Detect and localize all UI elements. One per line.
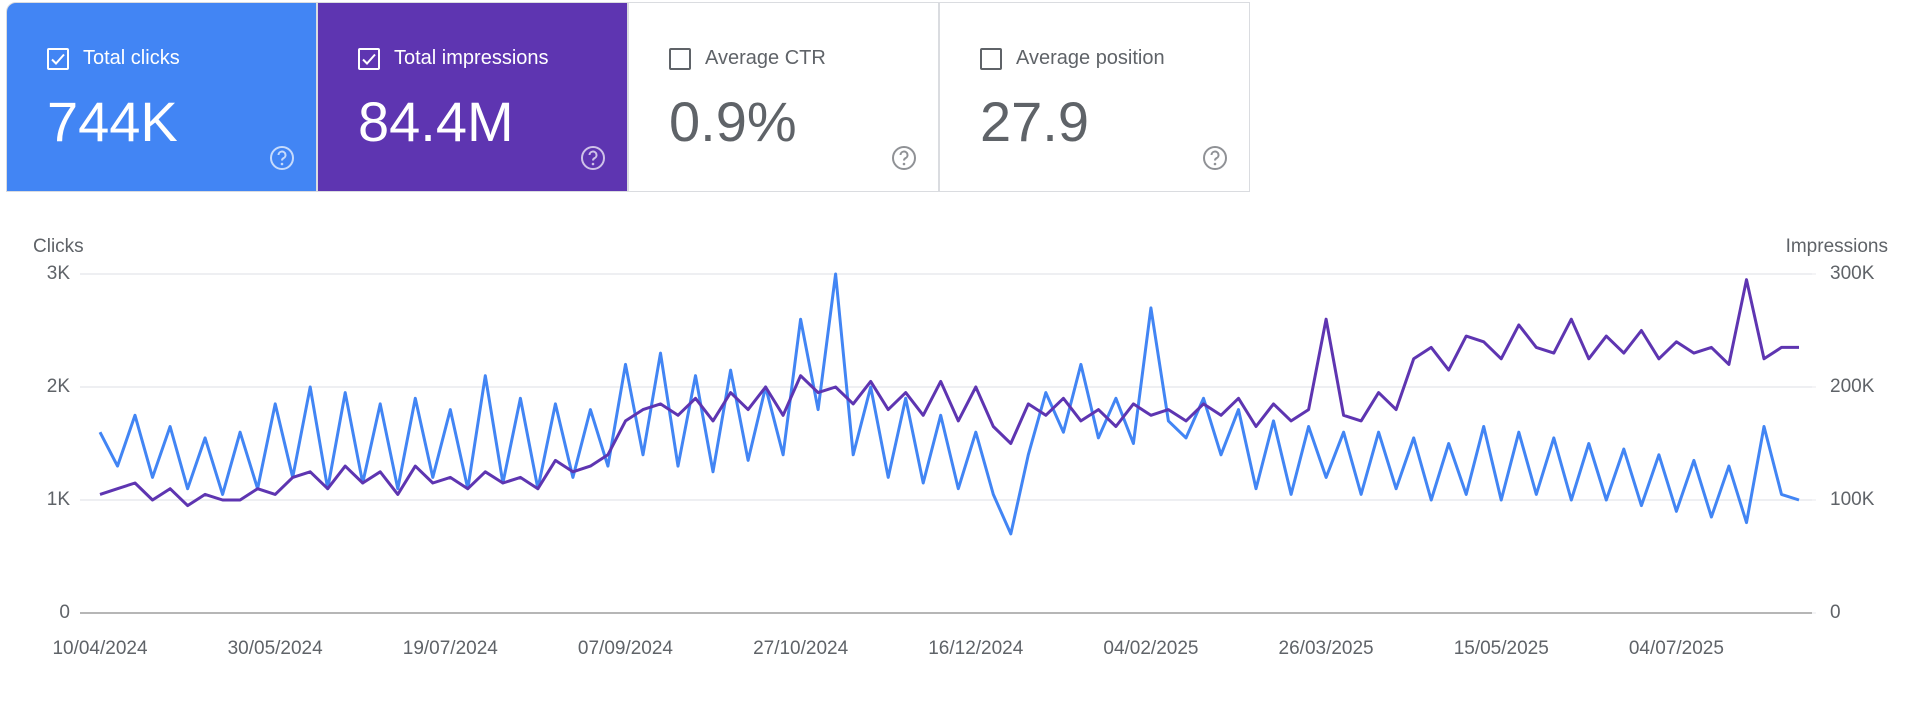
y-axis-label: Clicks: [33, 236, 84, 257]
help-glyph: [892, 146, 916, 170]
help-glyph: [270, 146, 294, 170]
checkbox[interactable]: [669, 48, 691, 70]
metric-card[interactable]: Total clicks 744K: [6, 2, 317, 192]
help-icon[interactable]: [1202, 145, 1228, 176]
checkbox[interactable]: [47, 48, 69, 70]
x-tick-label: 07/09/2024: [578, 638, 674, 659]
x-tick-label: 15/05/2025: [1454, 638, 1549, 659]
metric-label: Total impressions: [394, 47, 549, 69]
help-icon[interactable]: [891, 145, 917, 176]
metric-card[interactable]: Average position 27.9: [939, 2, 1250, 192]
x-tick-label: 04/02/2025: [1103, 638, 1198, 659]
help-icon[interactable]: [269, 145, 295, 176]
y2-axis-label: Impressions: [1786, 236, 1888, 257]
help-glyph: [1203, 146, 1227, 170]
x-tick-label: 27/10/2024: [753, 638, 849, 659]
help-glyph: [581, 146, 605, 170]
x-tick-label: 04/07/2025: [1629, 638, 1724, 659]
x-tick-label: 30/05/2024: [228, 638, 324, 659]
x-tick-label: 10/04/2024: [52, 638, 148, 659]
y-tick-label: 2K: [47, 376, 71, 397]
y2-tick-label: 300K: [1830, 263, 1875, 284]
series-line: [99, 278, 1799, 508]
metric-value: 84.4M: [358, 90, 514, 153]
y-tick-label: 1K: [47, 489, 71, 510]
checkbox[interactable]: [980, 48, 1002, 70]
metric-label: Average CTR: [705, 47, 826, 69]
help-icon[interactable]: [580, 145, 606, 176]
metric-value: 27.9: [980, 90, 1089, 153]
x-tick-label: 19/07/2024: [403, 638, 499, 659]
y-tick-label: 3K: [47, 263, 71, 284]
checkbox[interactable]: [358, 48, 380, 70]
metric-card[interactable]: Average CTR 0.9%: [628, 2, 939, 192]
metric-label: Average position: [1016, 47, 1165, 69]
metric-value: 0.9%: [669, 90, 797, 153]
y-tick-label: 0: [59, 602, 70, 623]
metric-card[interactable]: Total impressions 84.4M: [317, 2, 628, 192]
check-mark: [362, 53, 376, 65]
y2-tick-label: 0: [1830, 602, 1841, 623]
y2-tick-label: 200K: [1830, 376, 1875, 397]
metric-value: 744K: [47, 90, 178, 153]
x-tick-label: 26/03/2025: [1279, 638, 1374, 659]
y2-tick-label: 100K: [1830, 489, 1875, 510]
metric-label: Total clicks: [83, 47, 180, 69]
metric-cards: Total clicks 744K Total impressions 84.4M Av…: [6, 2, 1250, 192]
series-line: [98, 272, 1800, 536]
x-tick-label: 16/12/2024: [928, 638, 1024, 659]
check-mark: [51, 53, 65, 65]
